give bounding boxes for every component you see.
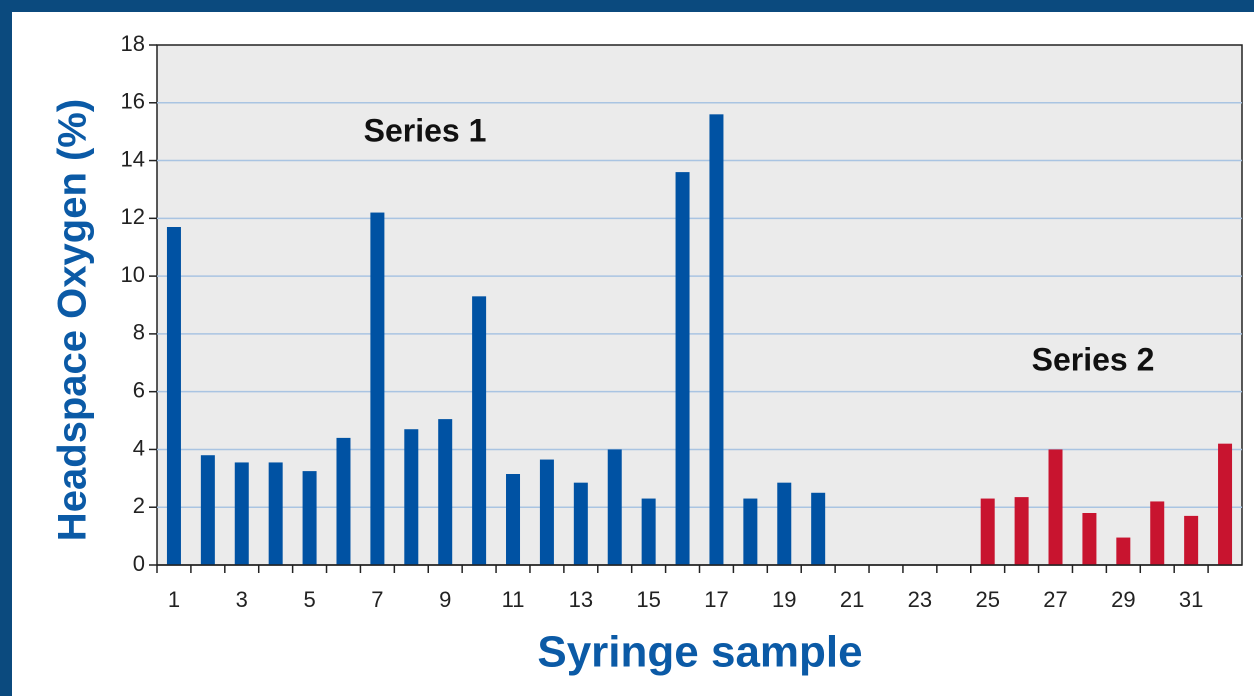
x-axis-title: Syringe sample	[537, 628, 862, 677]
bar	[1218, 443, 1233, 565]
x-tick-label: 17	[704, 587, 728, 612]
bar	[200, 455, 215, 565]
bar	[743, 498, 758, 565]
bar	[607, 449, 622, 565]
y-tick-label: 6	[133, 377, 145, 402]
bar	[234, 462, 249, 565]
x-tick-label: 21	[840, 587, 864, 612]
bar	[980, 498, 995, 565]
y-tick-label: 14	[121, 146, 145, 171]
y-tick-label: 4	[133, 435, 145, 460]
bar	[539, 459, 554, 565]
series-label: Series 2	[1032, 341, 1155, 377]
bar	[675, 172, 690, 565]
x-tick-label: 7	[371, 587, 383, 612]
x-tick-label: 19	[772, 587, 796, 612]
y-tick-label: 10	[121, 262, 145, 287]
bar	[438, 419, 453, 565]
y-tick-label: 12	[121, 204, 145, 229]
bar	[472, 296, 487, 565]
x-tick-label: 9	[439, 587, 451, 612]
y-tick-label: 0	[133, 551, 145, 576]
bar	[1082, 513, 1097, 565]
bar	[1116, 537, 1131, 565]
bar	[1150, 501, 1165, 565]
bar	[268, 462, 283, 565]
bar	[1184, 515, 1199, 565]
bar	[1048, 449, 1063, 565]
y-tick-label: 8	[133, 320, 145, 345]
bar	[404, 429, 419, 565]
bar	[506, 474, 521, 565]
series-label: Series 1	[364, 112, 487, 148]
bar	[302, 471, 317, 565]
x-tick-label: 11	[502, 587, 525, 612]
x-tick-label: 25	[975, 587, 999, 612]
bar	[641, 498, 656, 565]
y-tick-label: 16	[121, 89, 145, 114]
x-tick-label: 23	[908, 587, 932, 612]
bar	[709, 114, 724, 565]
x-tick-label: 3	[236, 587, 248, 612]
y-tick-label: 2	[133, 493, 145, 518]
bar	[1014, 497, 1029, 565]
y-tick-label: 18	[121, 31, 145, 56]
x-tick-label: 15	[636, 587, 660, 612]
plot-area	[156, 44, 1243, 566]
x-tick-label: 27	[1043, 587, 1067, 612]
x-tick-label: 13	[569, 587, 593, 612]
y-axis-title: Headspace Oxygen (%)	[51, 99, 95, 541]
x-tick-label: 31	[1179, 587, 1203, 612]
bar	[336, 437, 351, 565]
bar	[811, 492, 826, 565]
bar	[573, 482, 588, 565]
bar	[777, 482, 792, 565]
x-tick-label: 29	[1111, 587, 1135, 612]
bar	[166, 227, 181, 565]
x-tick-label: 1	[168, 587, 180, 612]
x-tick-label: 5	[303, 587, 315, 612]
bar	[370, 212, 385, 566]
